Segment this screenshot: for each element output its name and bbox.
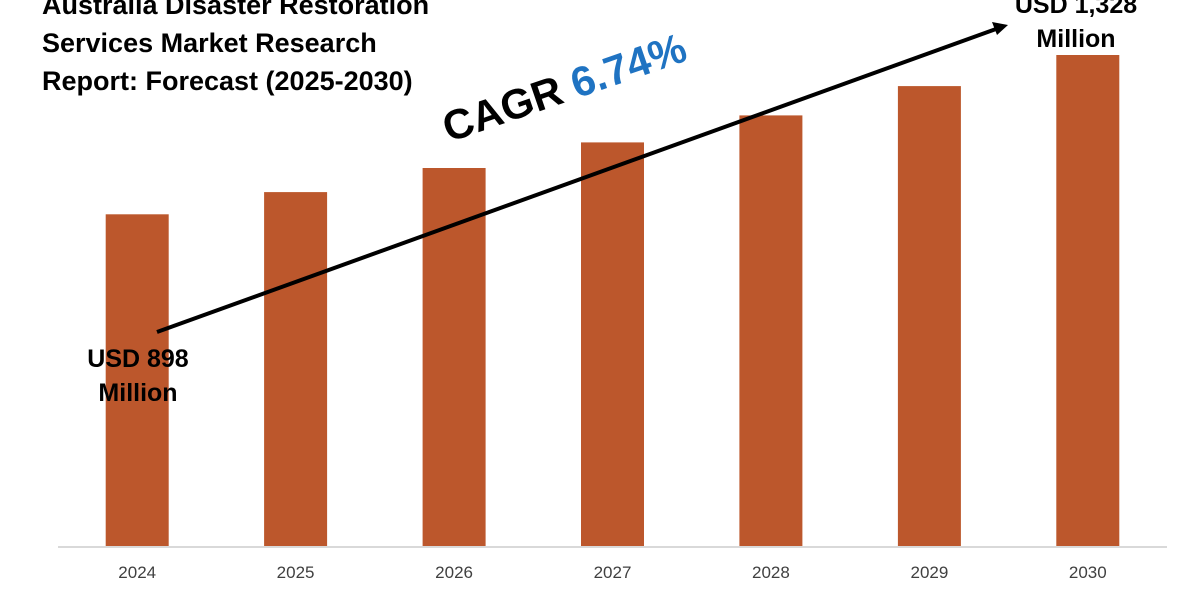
chart-title: Australia Disaster Restoration Services … xyxy=(42,0,429,100)
start-value-callout: USD 898 Million xyxy=(60,342,216,410)
end-value-callout: USD 1,328 Million xyxy=(998,0,1154,56)
bar-2030 xyxy=(1056,55,1120,547)
bar-2027 xyxy=(581,142,644,547)
end-value-line-2: Million xyxy=(1036,25,1116,53)
bar-2025 xyxy=(264,192,328,547)
bar-2029 xyxy=(897,86,961,547)
title-line-2: Services Market Research xyxy=(42,28,377,58)
bar-2028 xyxy=(739,115,803,548)
x-tick-label-2025: 2025 xyxy=(277,563,315,582)
bars-group xyxy=(105,55,1120,548)
start-value-line-2: Million xyxy=(98,379,178,407)
x-tick-label-2026: 2026 xyxy=(435,563,473,582)
x-tick-label-2027: 2027 xyxy=(594,563,632,582)
bar-2024 xyxy=(105,214,169,548)
start-value-line-1: USD 898 xyxy=(87,345,189,373)
title-line-1: Australia Disaster Restoration xyxy=(42,0,430,20)
end-value-line-1: USD 1,328 xyxy=(1014,0,1138,19)
x-tick-label-2029: 2029 xyxy=(910,563,948,582)
title-line-3: Report: Forecast (2025-2030) xyxy=(42,66,413,96)
x-tick-label-2030: 2030 xyxy=(1069,563,1107,582)
growth-arrow xyxy=(156,22,1008,334)
x-tick-label-2024: 2024 xyxy=(118,563,156,582)
x-tick-labels: 2024 2025 2026 2027 2028 2029 2030 xyxy=(118,563,1106,582)
x-tick-label-2028: 2028 xyxy=(752,563,790,582)
